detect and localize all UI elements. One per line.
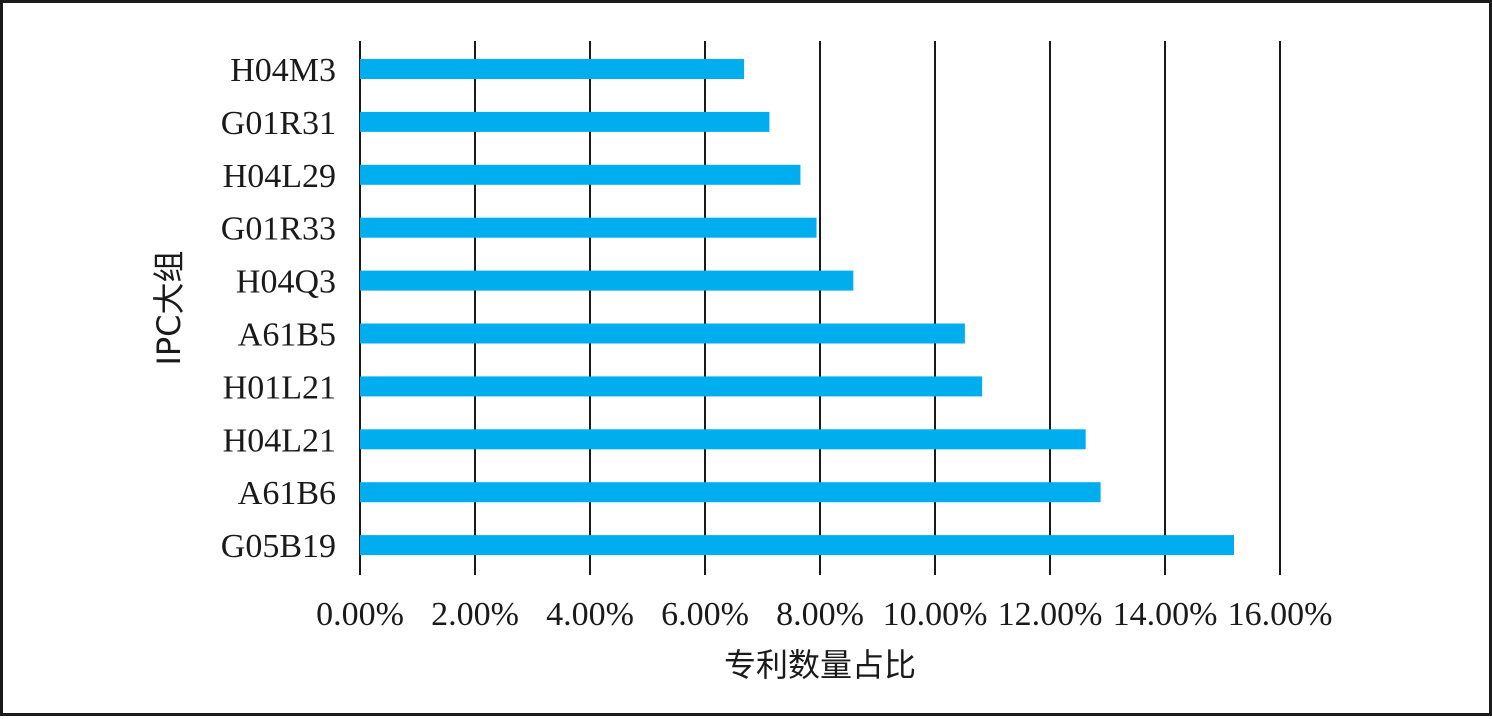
bar	[360, 111, 770, 132]
category-label: A61B6	[238, 475, 336, 512]
x-tick-label: 10.00%	[883, 596, 988, 633]
bar	[360, 376, 983, 397]
x-tick-label: 14.00%	[1113, 596, 1218, 633]
category-labels: H04M3 G01R31 H04L29 G01R33 H04Q3 A61B5 H01L21 H…	[221, 52, 336, 565]
bar	[360, 323, 965, 344]
category-label: G05B19	[221, 528, 336, 565]
bar	[360, 217, 817, 238]
x-tick-label: 8.00%	[776, 596, 864, 633]
category-label: G01R33	[221, 211, 336, 248]
y-axis-title: IPC大组	[150, 250, 188, 365]
bar	[360, 59, 745, 79]
category-label: G01R31	[221, 105, 336, 142]
bar	[360, 429, 1086, 450]
x-axis-title: 专利数量占比	[724, 646, 916, 684]
x-tick-label: 6.00%	[661, 596, 749, 633]
x-tick-label: 16.00%	[1228, 596, 1333, 633]
bar-chart: H04M3 G01R31 H04L29 G01R33 H04Q3 A61B5 H01L21 H…	[150, 41, 1332, 684]
category-label: H04L29	[223, 158, 336, 195]
bar	[360, 535, 1234, 556]
x-tick-label: 4.00%	[546, 596, 634, 633]
category-label: A61B5	[238, 317, 336, 354]
bars	[360, 59, 1234, 556]
category-label: H01L21	[223, 369, 336, 406]
x-tick-label: 2.00%	[431, 596, 519, 633]
bar	[360, 482, 1101, 503]
tick-labels: 0.00% 2.00% 4.00% 6.00% 8.00% 10.00% 12.00% 14.…	[316, 596, 1332, 633]
bar	[360, 270, 854, 291]
x-tick-label: 0.00%	[316, 596, 404, 633]
bar	[360, 164, 801, 185]
category-label: H04M3	[230, 52, 336, 89]
x-tick-label: 12.00%	[998, 596, 1103, 633]
category-label: H04Q3	[236, 264, 336, 301]
category-label: H04L21	[223, 422, 336, 459]
